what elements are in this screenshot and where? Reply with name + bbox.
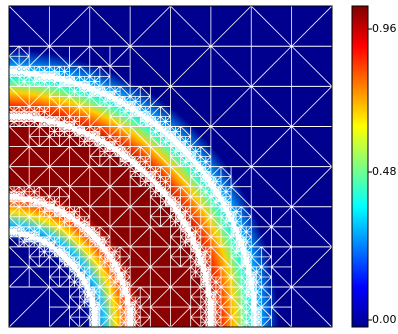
mesh-edges [9, 6, 332, 327]
mesh-edge-path [9, 6, 332, 327]
colorbar-label-mid: 0.48 [372, 165, 397, 178]
solution-field [9, 6, 332, 327]
domain-frame [8, 5, 333, 328]
colorbar-label-bottom: 0.00 [372, 313, 397, 326]
colorbar [351, 5, 372, 328]
colorbar-gradient [351, 5, 369, 328]
colorbar-label-top: 0.96 [372, 22, 397, 35]
